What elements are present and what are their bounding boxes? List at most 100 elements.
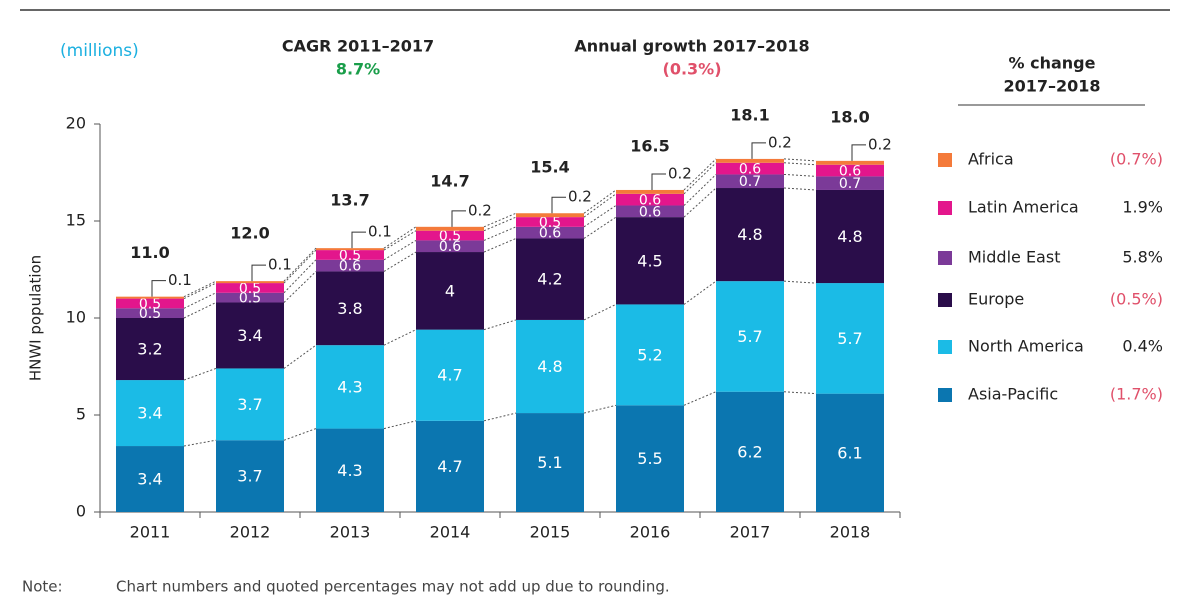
bar-segment bbox=[516, 319, 584, 414]
bar-segment bbox=[616, 304, 684, 406]
connector bbox=[383, 239, 417, 261]
connector bbox=[183, 280, 217, 298]
connector bbox=[683, 174, 717, 206]
connector bbox=[483, 319, 517, 331]
total-label: 13.7 bbox=[330, 191, 369, 210]
bar-segment bbox=[216, 368, 284, 441]
legend-label: Europe bbox=[968, 290, 1024, 309]
connector bbox=[783, 280, 817, 284]
connector bbox=[783, 391, 817, 395]
x-tick-label: 2015 bbox=[530, 523, 571, 542]
connector bbox=[783, 162, 817, 166]
legend-change: (0.7%) bbox=[1110, 150, 1163, 169]
value-label: 0.6 bbox=[639, 204, 661, 220]
bar-segment bbox=[416, 329, 484, 421]
bar-segment bbox=[716, 162, 784, 175]
callout-line bbox=[451, 210, 466, 227]
value-label: 6.1 bbox=[837, 443, 862, 462]
bar-segment bbox=[416, 240, 484, 253]
connector bbox=[483, 226, 517, 241]
bar-segment bbox=[116, 446, 184, 512]
x-tick-label: 2017 bbox=[730, 523, 771, 542]
bar-segment bbox=[516, 217, 584, 227]
legend-label: North America bbox=[968, 337, 1084, 356]
note: Chart numbers and quoted percentages may… bbox=[116, 578, 670, 596]
connector bbox=[583, 205, 617, 228]
x-tick-label: 2012 bbox=[230, 523, 271, 542]
bar-segment bbox=[216, 302, 284, 369]
bar-segment bbox=[816, 176, 884, 190]
growth-value: (0.3%) bbox=[663, 60, 722, 79]
bar-segment bbox=[116, 380, 184, 447]
bar-segment bbox=[816, 164, 884, 177]
legend-swatch bbox=[938, 201, 952, 215]
bar-segment bbox=[416, 420, 484, 512]
connector bbox=[583, 303, 617, 321]
value-label: 4.7 bbox=[437, 366, 462, 385]
value-label: 4.8 bbox=[537, 357, 562, 376]
x-tick-label: 2018 bbox=[830, 523, 871, 542]
value-label: 0.6 bbox=[339, 259, 361, 275]
legend-change: 1.9% bbox=[1122, 198, 1163, 217]
y-tick-label: 0 bbox=[76, 502, 86, 521]
total-label: 14.7 bbox=[430, 171, 469, 190]
bar-segment bbox=[516, 238, 584, 320]
connector bbox=[783, 187, 817, 191]
bar-segment bbox=[616, 217, 684, 305]
connector bbox=[683, 187, 717, 218]
value-label: 4.3 bbox=[337, 377, 362, 396]
callout-line bbox=[651, 173, 666, 190]
callout-line bbox=[551, 196, 566, 214]
total-label: 11.0 bbox=[130, 243, 169, 262]
connector bbox=[283, 271, 317, 303]
y-tick-label: 10 bbox=[66, 308, 86, 327]
bar-segment bbox=[816, 189, 884, 284]
bar-segment bbox=[516, 226, 584, 239]
bar-segment bbox=[216, 292, 284, 303]
value-label: 0.1 bbox=[368, 223, 392, 241]
value-label: 4.7 bbox=[437, 457, 462, 476]
value-label: 0.6 bbox=[439, 239, 461, 255]
connector bbox=[683, 162, 717, 195]
total-label: 18.1 bbox=[730, 105, 769, 124]
callout-line bbox=[351, 231, 366, 249]
connector bbox=[583, 216, 617, 239]
value-label: 0.1 bbox=[168, 271, 192, 289]
connector bbox=[483, 212, 517, 228]
legend-label: Latin America bbox=[968, 198, 1079, 217]
value-label: 4.3 bbox=[337, 461, 362, 480]
cagr-title: CAGR 2011–2017 bbox=[282, 37, 434, 56]
bar-segment bbox=[516, 413, 584, 512]
bar-segment bbox=[316, 345, 384, 429]
bar-segment bbox=[616, 405, 684, 512]
cagr-value: 8.7% bbox=[336, 60, 380, 79]
value-label: 4.2 bbox=[537, 270, 562, 289]
value-label: 0.2 bbox=[768, 133, 792, 151]
legend-header: % change bbox=[1009, 54, 1096, 73]
total-label: 16.5 bbox=[630, 136, 669, 155]
x-tick-label: 2016 bbox=[630, 523, 671, 542]
bar-segment bbox=[116, 298, 184, 309]
bar-segment bbox=[316, 248, 384, 251]
connector bbox=[283, 428, 317, 441]
connector bbox=[783, 158, 817, 162]
value-label: 3.2 bbox=[137, 340, 162, 359]
connector bbox=[183, 439, 217, 447]
total-label: 12.0 bbox=[230, 224, 269, 243]
connector bbox=[483, 216, 517, 232]
bar-segment bbox=[516, 213, 584, 218]
x-tick-label: 2013 bbox=[330, 523, 371, 542]
connector bbox=[183, 292, 217, 309]
value-label: 0.5 bbox=[339, 248, 361, 264]
value-label: 3.4 bbox=[237, 326, 262, 345]
total-label: 15.4 bbox=[530, 158, 569, 177]
total-label: 18.0 bbox=[830, 107, 869, 126]
callout-line bbox=[751, 142, 766, 159]
connector bbox=[683, 158, 717, 191]
bar-segment bbox=[716, 281, 784, 392]
connector bbox=[583, 404, 617, 414]
y-tick-label: 20 bbox=[66, 114, 86, 133]
legend-header: 2017–2018 bbox=[1003, 77, 1100, 96]
bar-segment bbox=[416, 226, 484, 231]
bar-segment bbox=[316, 271, 384, 346]
